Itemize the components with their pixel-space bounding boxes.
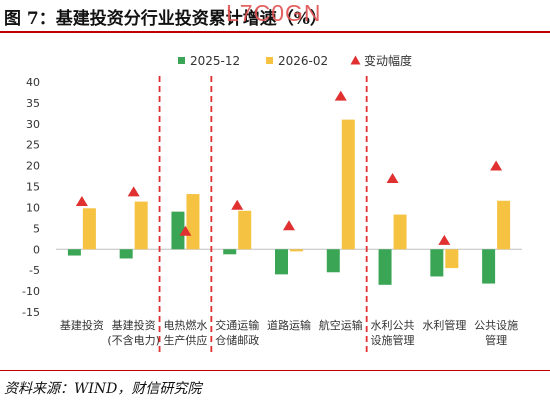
bar-2025-12	[275, 249, 288, 275]
legend-triangle-icon	[350, 55, 361, 65]
x-tick-label: 基建投资	[112, 318, 156, 332]
bar-2025-12	[430, 249, 444, 277]
y-tick-label: 10	[26, 201, 40, 214]
change-marker	[438, 234, 451, 245]
y-tick-label: 0	[33, 243, 40, 256]
bar-2026-02	[393, 214, 407, 250]
y-tick-label: 40	[26, 76, 40, 89]
footer-divider	[0, 370, 550, 371]
change-marker	[386, 173, 399, 184]
y-tick-label: 35	[26, 97, 40, 110]
bar-2026-02	[445, 249, 459, 269]
y-tick-label: -10	[22, 285, 40, 298]
bar-2026-02	[290, 249, 303, 252]
x-tick-label: 生产供应	[163, 333, 207, 347]
x-tick-label: 基建投资	[60, 318, 104, 332]
legend-swatch-1	[266, 57, 273, 64]
x-tick-label: (不含电力)	[107, 333, 160, 347]
bar-2026-02	[134, 201, 148, 250]
bar-2025-12	[482, 249, 496, 284]
change-marker	[179, 225, 192, 236]
x-tick-label: 水利公共	[371, 319, 415, 332]
x-tick-label: 道路运输	[267, 318, 311, 332]
change-marker	[127, 186, 140, 197]
y-tick-label: 5	[33, 222, 40, 235]
bar-2025-12	[119, 249, 133, 259]
x-tick-label: 管理	[485, 333, 507, 347]
x-tick-label: 公共设施	[474, 319, 518, 332]
change-marker	[75, 196, 88, 207]
legend-swatch-0	[178, 57, 185, 64]
bar-2025-12	[378, 249, 392, 285]
x-tick-label: 电热燃水	[163, 318, 207, 332]
bar-2026-02	[82, 208, 96, 250]
bar-chart: -15 -10 -5 0 5 10 15 20 25 30 35 40 2025-12 2026-02 变动…	[22, 53, 522, 352]
change-marker	[283, 220, 295, 231]
x-tick-label: 交通运输	[215, 318, 259, 332]
title-divider	[0, 31, 550, 33]
bar-2025-12	[223, 249, 237, 255]
source-note: 资料来源：WIND，财信研究院	[4, 381, 202, 397]
y-tick-label: 20	[26, 160, 40, 173]
legend-label-1: 2026-02	[278, 54, 328, 68]
bar-2026-02	[497, 200, 511, 250]
x-tick-label: 设施管理	[371, 333, 415, 347]
legend-label-0: 2025-12	[190, 54, 240, 68]
x-tick-label: 水利管理	[422, 318, 466, 332]
y-tick-label: 25	[26, 139, 40, 152]
change-marker	[334, 90, 347, 101]
bar-2026-02	[238, 210, 252, 250]
bar-2025-12	[171, 211, 185, 250]
bar-2026-02	[341, 119, 355, 250]
x-tick-label: 航空运输	[319, 318, 363, 332]
watermark: L7C0GN	[226, 0, 322, 26]
legend-label-2: 变动幅度	[364, 53, 412, 68]
change-marker	[490, 160, 503, 171]
y-tick-label: -15	[22, 306, 40, 319]
y-tick-label: -5	[29, 264, 40, 277]
y-tick-label: 15	[26, 181, 40, 194]
change-marker	[231, 199, 244, 210]
x-tick-label: 仓储邮政	[215, 333, 259, 347]
y-tick-label: 30	[26, 118, 40, 131]
bar-2026-02	[186, 194, 200, 250]
bar-2025-12	[67, 249, 81, 256]
chart-title: 图 7：基建投资分行业投资累计增速（%）	[4, 9, 327, 29]
bar-2025-12	[326, 249, 340, 273]
